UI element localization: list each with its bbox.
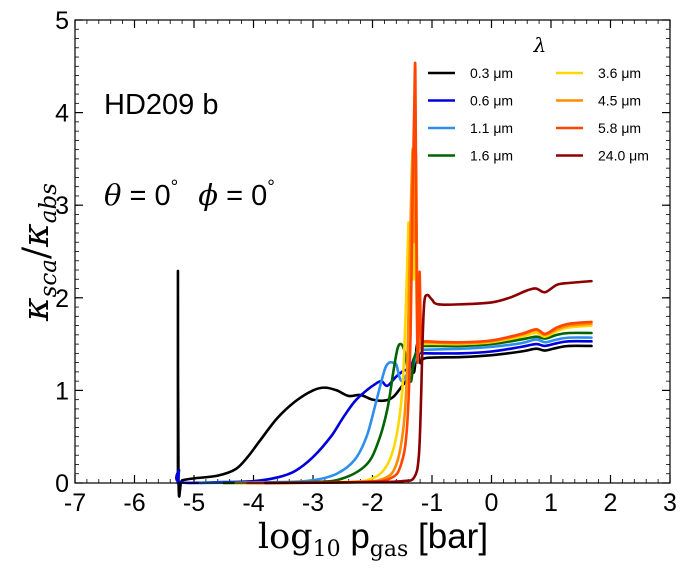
legend-label-4-5um: 4.5 μm [598,93,641,109]
y-tick-label: 0 [55,470,69,498]
x-label-sub-gas: gas [370,537,409,562]
legend-label-1-6um: 1.6 μm [470,148,513,164]
x-tick-label: -5 [183,489,205,517]
theta-degree: ° [171,177,179,198]
series-line-0-3um [176,269,593,498]
x-tick-label: 1 [544,489,558,517]
x-tick-label: -3 [302,489,324,517]
series-line-24-0um [264,279,593,485]
y-label-sub-abs: abs [36,183,62,223]
legend-items: 0.3 μm 0.6 μm 1.1 μm 1.6 μm 3.6 μm 4.5 μm 5.8 … [428,65,649,164]
minor-ticks [74,19,671,484]
legend-title: λ [533,33,547,57]
x-label-log: log [258,517,313,557]
x-label-p: p [341,517,370,556]
x-label-unit: [bar] [408,517,488,556]
series-line-0-6um [175,339,593,485]
series-lines [175,61,593,498]
x-tick-label: -2 [361,489,383,517]
series-line-3-6um [234,157,593,485]
y-label-slash: / [16,246,57,259]
legend-label-1-1um: 1.1 μm [470,120,513,136]
y-label-kappa-2: κ [16,223,57,248]
x-axis-label: log10 pgas [bar] [258,517,488,562]
y-tick-labels: 0 1 2 3 4 5 [55,7,69,498]
phi-symbol: ϕ [198,178,218,212]
series-line-5-8um [246,61,593,485]
legend: λ 0.3 μm 0.6 μm 1.1 μm 1.6 μm 3.6 μm 4.5 μm 5.… [428,33,649,164]
x-label-sub-10: 10 [313,537,341,562]
x-tick-label: -6 [123,489,145,517]
legend-label-3-6um: 3.6 μm [598,65,641,81]
theta-symbol: θ [104,178,121,212]
phi-degree: ° [267,177,275,198]
legend-label-5-8um: 5.8 μm [598,120,641,136]
legend-label-24-0um: 24.0 μm [598,148,649,164]
y-tick-label: 2 [55,285,69,313]
angle-annotation: θ = 0° ϕ = 0° [104,177,275,212]
y-axis-label: κsca/κabs [16,183,62,322]
plot-frame [74,19,671,484]
y-tick-label: 1 [55,377,69,405]
x-tick-label: 2 [604,489,618,517]
x-tick-label: -7 [64,489,86,517]
legend-label-0-3um: 0.3 μm [470,65,513,81]
legend-label-0-6um: 0.6 μm [470,93,513,109]
y-tick-label: 3 [55,192,69,220]
y-label-kappa-1: κ [16,297,57,322]
y-tick-label: 5 [55,7,69,35]
planet-annotation: HD209 b [104,89,218,121]
x-tick-labels: -7 -6 -5 -4 -3 -2 -1 0 1 2 3 [64,489,677,517]
x-tick-label: 3 [663,489,677,517]
plot-area [75,20,670,483]
x-tick-label: -4 [242,489,264,517]
y-label-sub-sca: sca [36,259,62,297]
y-tick-label: 4 [55,100,69,128]
phi-value: = 0 [218,180,267,212]
x-tick-label: -1 [421,489,443,517]
x-tick-label: 0 [485,489,499,517]
theta-value: = 0 [121,180,170,212]
series-line-1-6um [222,331,593,485]
